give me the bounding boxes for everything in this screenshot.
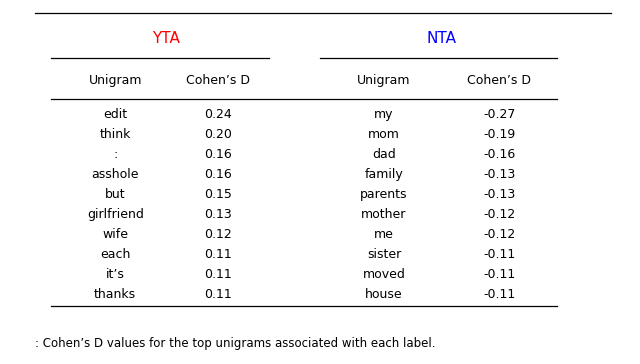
- Text: 0.15: 0.15: [204, 188, 232, 201]
- Text: mother: mother: [362, 208, 406, 221]
- Text: it’s: it’s: [106, 268, 125, 281]
- Text: me: me: [374, 228, 394, 241]
- Text: -0.19: -0.19: [483, 128, 515, 141]
- Text: -0.12: -0.12: [483, 228, 515, 241]
- Text: : Cohen’s D values for the top unigrams associated with each label.: : Cohen’s D values for the top unigrams …: [35, 337, 436, 351]
- Text: think: think: [99, 128, 131, 141]
- Text: girlfriend: girlfriend: [87, 208, 143, 221]
- Text: 0.24: 0.24: [204, 108, 232, 121]
- Text: house: house: [365, 288, 403, 301]
- Text: moved: moved: [363, 268, 405, 281]
- Text: family: family: [365, 168, 403, 181]
- Text: Cohen’s D: Cohen’s D: [186, 74, 250, 87]
- Text: 0.12: 0.12: [204, 228, 232, 241]
- Text: -0.11: -0.11: [483, 268, 515, 281]
- Text: mom: mom: [368, 128, 400, 141]
- Text: 0.11: 0.11: [204, 248, 232, 261]
- Text: 0.13: 0.13: [204, 208, 232, 221]
- Text: -0.13: -0.13: [483, 168, 515, 181]
- Text: -0.11: -0.11: [483, 288, 515, 301]
- Text: -0.11: -0.11: [483, 248, 515, 261]
- Text: YTA: YTA: [152, 31, 180, 46]
- Text: Unigram: Unigram: [88, 74, 142, 87]
- Text: thanks: thanks: [94, 288, 136, 301]
- Text: Unigram: Unigram: [357, 74, 411, 87]
- Text: 0.16: 0.16: [204, 168, 232, 181]
- Text: NTA: NTA: [427, 31, 456, 46]
- Text: 0.11: 0.11: [204, 268, 232, 281]
- Text: -0.16: -0.16: [483, 148, 515, 161]
- Text: but: but: [105, 188, 125, 201]
- Text: -0.12: -0.12: [483, 208, 515, 221]
- Text: each: each: [100, 248, 131, 261]
- Text: asshole: asshole: [92, 168, 139, 181]
- Text: -0.13: -0.13: [483, 188, 515, 201]
- Text: 0.16: 0.16: [204, 148, 232, 161]
- Text: dad: dad: [372, 148, 396, 161]
- Text: sister: sister: [367, 248, 401, 261]
- Text: :: :: [113, 148, 117, 161]
- Text: 0.20: 0.20: [204, 128, 232, 141]
- Text: edit: edit: [103, 108, 127, 121]
- Text: my: my: [374, 108, 394, 121]
- Text: -0.27: -0.27: [483, 108, 515, 121]
- Text: wife: wife: [102, 228, 128, 241]
- Text: 0.11: 0.11: [204, 288, 232, 301]
- Text: Cohen’s D: Cohen’s D: [467, 74, 531, 87]
- Text: parents: parents: [360, 188, 408, 201]
